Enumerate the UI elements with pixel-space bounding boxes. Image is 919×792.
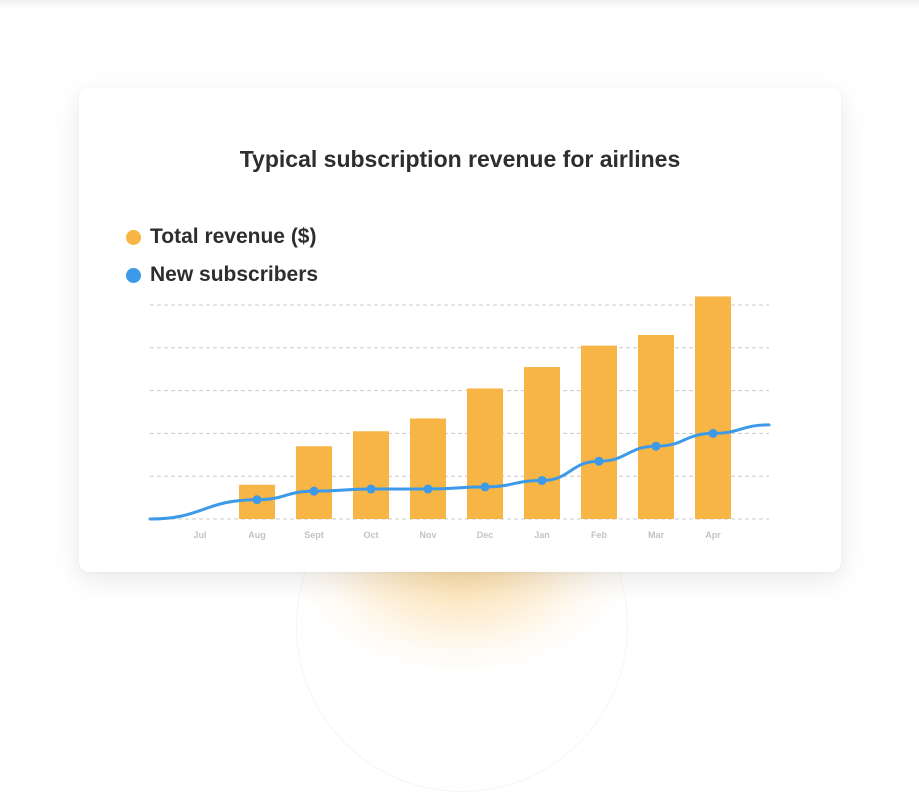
bar-sept xyxy=(296,446,332,519)
subscribers-point-apr xyxy=(708,428,718,438)
chart-plot: Jul Aug Sept Oct Nov Dec Jan Feb Mar Apr xyxy=(148,296,771,540)
x-tick-label-mar: Mar xyxy=(648,530,665,540)
x-tick-label-dec: Dec xyxy=(477,530,494,540)
bar-mar xyxy=(638,334,674,519)
legend-item-subscribers: New subscribers xyxy=(126,256,318,294)
subscribers-point-sept xyxy=(309,486,319,496)
bar-nov xyxy=(410,418,446,519)
x-tick-label-jan: Jan xyxy=(534,530,550,540)
chart-title: Typical subscription revenue for airline… xyxy=(239,146,681,172)
x-tick-label-sept: Sept xyxy=(304,530,324,540)
subscribers-point-mar xyxy=(651,441,661,451)
bar-dec xyxy=(467,388,503,519)
x-tick-label-aug: Aug xyxy=(248,530,266,540)
chart-card: Typical subscription revenue for airline… xyxy=(79,88,841,572)
subscribers-point-oct xyxy=(366,484,376,494)
legend-dot-subscribers xyxy=(126,267,141,283)
bar-jan xyxy=(524,367,560,519)
x-tick-label-apr: Apr xyxy=(705,530,721,540)
legend-label-subscribers: New subscribers xyxy=(150,263,319,286)
bar-apr xyxy=(695,296,731,519)
x-tick-label-nov: Nov xyxy=(419,530,436,540)
subscribers-point-dec xyxy=(480,482,490,492)
x-tick-label-oct: Oct xyxy=(363,530,378,540)
x-tick-label-feb: Feb xyxy=(591,530,608,540)
subscribers-point-aug xyxy=(252,495,262,505)
bar-feb xyxy=(581,345,617,519)
chart-legend: Total revenue ($) New subscribers xyxy=(126,218,318,294)
legend-label-revenue: Total revenue ($) xyxy=(150,225,317,248)
subscribers-point-jan xyxy=(537,475,547,485)
x-tick-label-jul: Jul xyxy=(193,530,206,540)
bar-oct xyxy=(353,431,389,519)
legend-item-revenue: Total revenue ($) xyxy=(126,218,318,256)
legend-dot-revenue xyxy=(126,229,141,245)
subscribers-point-feb xyxy=(594,456,604,466)
subscribers-point-nov xyxy=(423,484,433,494)
top-shadow xyxy=(0,0,919,8)
